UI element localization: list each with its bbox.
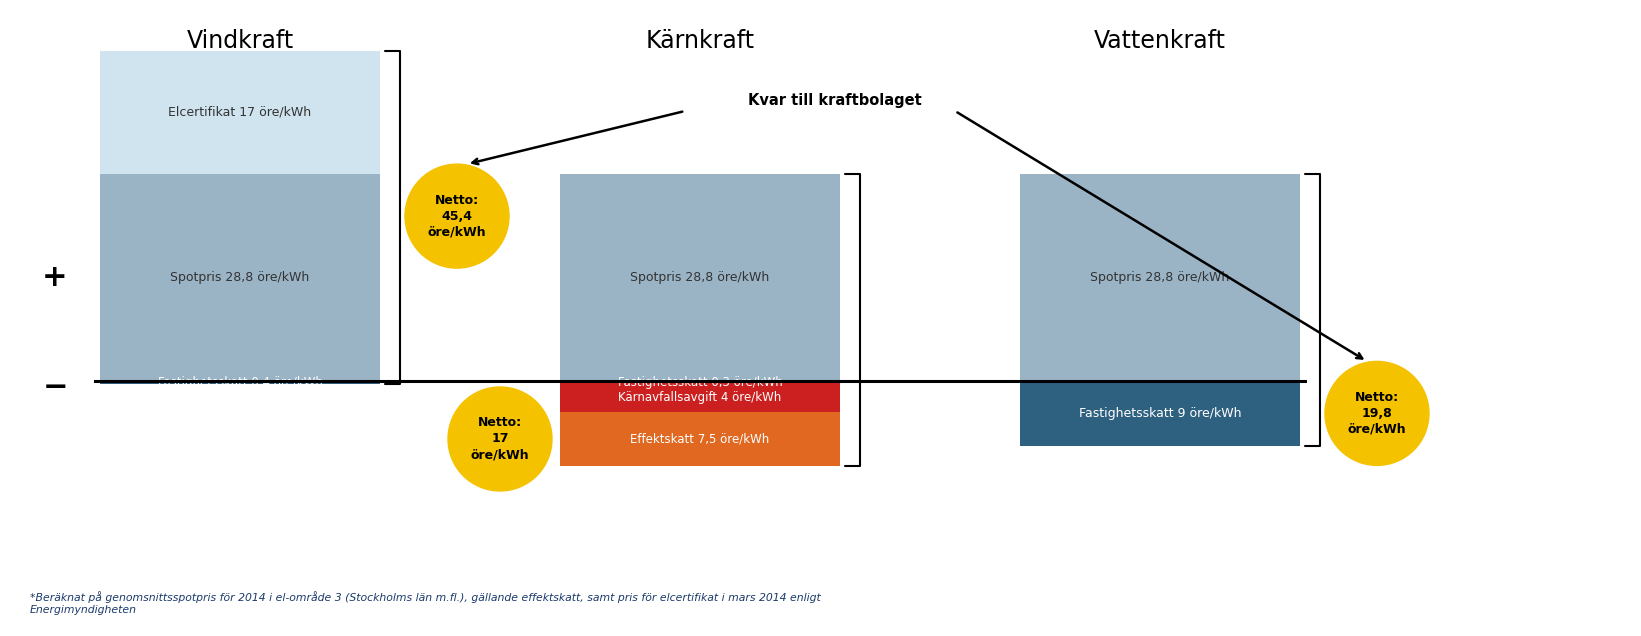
Text: Fastighetsskatt 0,4 öre/kWh: Fastighetsskatt 0,4 öre/kWh (158, 376, 322, 389)
Text: Netto:
19,8
öre/kWh: Netto: 19,8 öre/kWh (1347, 391, 1406, 436)
Circle shape (448, 387, 551, 491)
Bar (100, 381, 381, 384)
Circle shape (1324, 361, 1429, 466)
Bar (560, 174, 840, 381)
Text: Fastighetsskatt 0,3 öre/kWh: Fastighetsskatt 0,3 öre/kWh (617, 376, 783, 389)
Bar (100, 174, 381, 381)
Text: Kvar till kraftbolaget: Kvar till kraftbolaget (748, 93, 922, 109)
Text: Netto:
17
öre/kWh: Netto: 17 öre/kWh (471, 417, 530, 462)
Text: *Beräknat på genomsnittsspotpris för 2014 i el-område 3 (Stockholms län m.fl.), : *Beräknat på genomsnittsspotpris för 201… (30, 591, 820, 614)
Text: Kärnkraft: Kärnkraft (645, 29, 755, 53)
Bar (1021, 381, 1300, 446)
Text: Spotpris 28,8 öre/kWh: Spotpris 28,8 öre/kWh (630, 271, 770, 284)
Text: +: + (43, 263, 67, 292)
Bar (560, 381, 840, 383)
Text: Vattenkraft: Vattenkraft (1095, 29, 1226, 53)
Bar (100, 52, 381, 174)
Bar (560, 383, 840, 412)
Text: −: − (43, 373, 67, 402)
Text: Vindkraft: Vindkraft (187, 29, 294, 53)
Text: Netto:
45,4
öre/kWh: Netto: 45,4 öre/kWh (428, 193, 486, 238)
Text: Elcertifikat 17 öre/kWh: Elcertifikat 17 öre/kWh (169, 106, 312, 119)
Text: Fastighetsskatt 9 öre/kWh: Fastighetsskatt 9 öre/kWh (1078, 407, 1241, 420)
Bar (1021, 174, 1300, 381)
Circle shape (405, 164, 509, 268)
Text: Spotpris 28,8 öre/kWh: Spotpris 28,8 öre/kWh (1090, 271, 1229, 284)
Bar (560, 412, 840, 466)
Text: Kärnavfallsavgift 4 öre/kWh: Kärnavfallsavgift 4 öre/kWh (619, 391, 781, 404)
Text: Effektskatt 7,5 öre/kWh: Effektskatt 7,5 öre/kWh (630, 432, 770, 445)
Text: Spotpris 28,8 öre/kWh: Spotpris 28,8 öre/kWh (171, 271, 310, 284)
